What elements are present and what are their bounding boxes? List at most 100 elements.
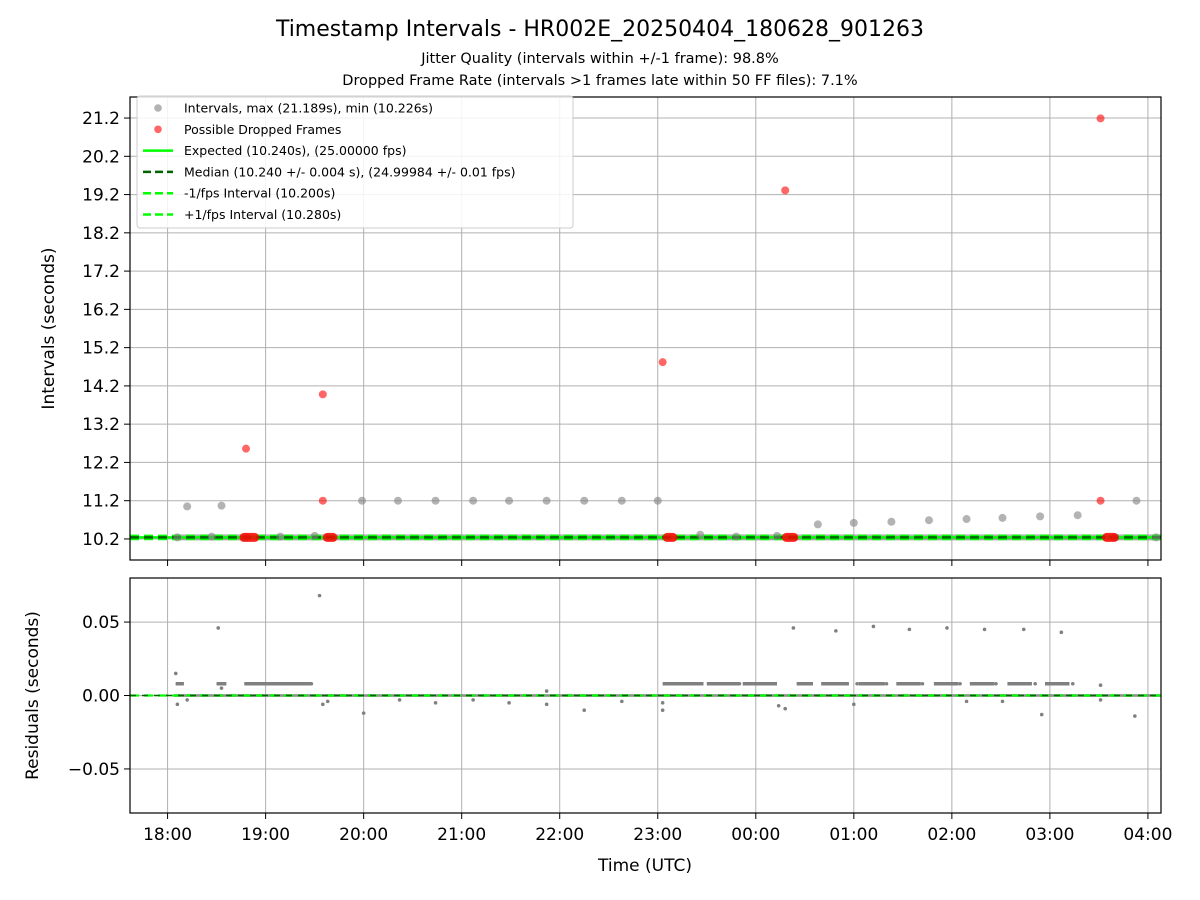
residual-point xyxy=(216,626,221,630)
chart-subtitle-jitter: Jitter Quality (intervals within +/-1 fr… xyxy=(420,51,779,67)
residual-point xyxy=(317,593,322,598)
residual-point xyxy=(507,701,511,705)
legend: Intervals, max (21.189s), min (10.226s) P… xyxy=(136,95,574,229)
dropped-frame-cluster xyxy=(322,532,338,542)
residual-point xyxy=(1021,627,1026,632)
residual-point xyxy=(244,681,248,686)
y-tick-label: 0.00 xyxy=(82,687,120,707)
legend-entry-label: Median (10.240 +/- 0.004 s), (24.99984 +… xyxy=(184,164,515,179)
dropped-frame-cluster xyxy=(239,532,260,542)
dropped-frame-point xyxy=(318,496,327,505)
residual-point xyxy=(309,681,314,686)
interval-point xyxy=(1132,496,1141,505)
residual-point xyxy=(219,686,224,690)
residual-point xyxy=(1133,714,1137,718)
x-tick-label: 20:00 xyxy=(339,825,388,845)
y-tick-label: 14.2 xyxy=(82,377,120,397)
residual-point xyxy=(325,699,330,704)
residual-point xyxy=(397,698,402,702)
dropped-frame-point xyxy=(781,186,790,195)
y-tick-label: 15.2 xyxy=(82,339,120,359)
residual-point xyxy=(1000,699,1005,704)
residual-point xyxy=(544,702,549,707)
residual-point xyxy=(1098,683,1103,688)
residual-point xyxy=(783,706,787,711)
x-axis-label: Time (UTC) xyxy=(597,856,692,876)
interval-point xyxy=(617,496,626,505)
x-tick-label: 02:00 xyxy=(927,825,976,845)
residual-point xyxy=(822,681,827,686)
x-tick-label: 04:00 xyxy=(1123,825,1172,845)
interval-point xyxy=(1073,511,1082,520)
residual-point xyxy=(660,708,665,712)
residual-point xyxy=(855,681,859,686)
residual-point xyxy=(737,681,742,686)
y-tick-label: 0.05 xyxy=(82,613,120,633)
y-tick-label: 16.2 xyxy=(82,300,120,320)
bottom-axes-frame xyxy=(129,577,1162,814)
dropped-frame-point xyxy=(1096,114,1105,123)
residual-point xyxy=(175,681,180,686)
x-tick-label: 00:00 xyxy=(731,825,780,845)
legend-entry-label: Expected (10.240s), (25.00000 fps) xyxy=(184,143,406,158)
residual-point xyxy=(994,681,998,686)
x-tick-label: 03:00 xyxy=(1025,825,1074,845)
residual-point xyxy=(791,626,796,630)
x-tick-label: 23:00 xyxy=(633,825,682,845)
residual-point xyxy=(361,711,366,715)
residual-point xyxy=(660,701,665,705)
interval-point xyxy=(773,531,782,540)
interval-point xyxy=(732,532,741,541)
x-tick-label: 18:00 xyxy=(143,825,192,845)
dropped-frame-cluster xyxy=(1102,532,1119,542)
y-tick-label: 17.2 xyxy=(82,262,120,282)
chart-subtitle-dropped: Dropped Frame Rate (intervals >1 frames … xyxy=(342,73,857,89)
residual-point xyxy=(1098,698,1103,702)
legend-entry-label: Possible Dropped Frames xyxy=(184,122,341,137)
interval-point xyxy=(887,517,896,526)
residual-point xyxy=(173,671,178,676)
interval-point xyxy=(998,513,1007,522)
residual-point xyxy=(471,698,475,702)
y-tick-label: 20.2 xyxy=(82,147,120,167)
interval-point xyxy=(1036,512,1045,521)
y-tick-label: 18.2 xyxy=(82,224,120,244)
residual-point xyxy=(714,681,719,686)
legend-entry-label: -1/fps Interval (10.200s) xyxy=(184,186,335,201)
residual-point xyxy=(1033,681,1037,686)
dropped-frame-cluster xyxy=(662,532,678,542)
residual-point xyxy=(178,681,183,686)
residual-point xyxy=(321,702,325,707)
dropped-frame-point xyxy=(318,390,327,399)
interval-point xyxy=(849,518,858,527)
bottom-y-axis-label: Residuals (seconds) xyxy=(23,611,43,780)
residual-point xyxy=(1039,712,1044,717)
residual-point xyxy=(920,681,925,686)
residual-point xyxy=(175,702,180,707)
chart-title: Timestamp Intervals - HR002E_20250404_18… xyxy=(275,17,924,42)
x-tick-label: 01:00 xyxy=(829,825,878,845)
interval-point xyxy=(580,496,589,505)
residual-point xyxy=(620,699,624,704)
interval-point xyxy=(653,496,662,505)
interval-point xyxy=(183,502,192,511)
legend-entry-label: +1/fps Interval (10.280s) xyxy=(184,207,341,222)
residual-point xyxy=(216,681,221,686)
top-axes-frame xyxy=(129,96,1162,561)
y-tick-label: 10.2 xyxy=(82,530,120,550)
residual-point xyxy=(907,627,912,632)
residual-point xyxy=(871,624,876,629)
interval-point xyxy=(542,496,551,505)
residual-point xyxy=(964,699,969,704)
dropped-frame-point xyxy=(658,358,667,367)
residual-point xyxy=(1059,630,1064,635)
legend-box xyxy=(136,95,574,229)
dropped-frame-point xyxy=(242,444,251,453)
interval-point xyxy=(173,533,182,542)
interval-point xyxy=(431,496,440,505)
y-tick-label: 19.2 xyxy=(82,186,120,206)
legend-entry-label: Intervals, max (21.189s), min (10.226s) xyxy=(184,101,433,116)
residual-point xyxy=(884,681,889,686)
interval-point xyxy=(217,501,226,510)
